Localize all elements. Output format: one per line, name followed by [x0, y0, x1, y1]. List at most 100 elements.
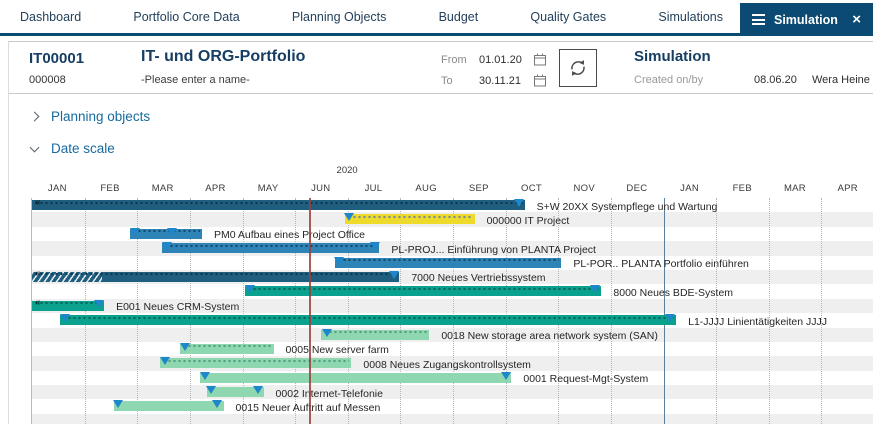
gantt-body: « S+W 20XX Systempflege und Wartung 000000…: [31, 198, 873, 424]
month-label: APR: [837, 183, 858, 194]
hatch-pattern: [32, 271, 102, 282]
dotted-pattern: [131, 229, 200, 234]
gantt-row: 0002 Internet-Telefonie: [32, 385, 873, 400]
refresh-button[interactable]: [559, 49, 597, 87]
month-grid-line: [821, 198, 823, 424]
gantt-bar-label: S+W 20XX Systempflege und Wartung: [536, 200, 718, 213]
gantt-bar[interactable]: «: [32, 297, 105, 311]
to-date-field[interactable]: 30.11.21: [479, 74, 522, 87]
gantt-row: L1-JJJJ Linientätigkeiten JJJJ: [32, 313, 873, 328]
gantt-bar-label: 0015 Neuer Auftritt auf Messen: [235, 401, 381, 414]
nav-item-dashboard[interactable]: Dashboard: [20, 9, 82, 24]
date-marker-icon[interactable]: [159, 357, 170, 366]
gantt-bar[interactable]: [179, 343, 274, 354]
menu-icon[interactable]: [752, 14, 765, 25]
nav-item-planning-objects[interactable]: Planning Objects: [291, 9, 387, 24]
calendar-icon[interactable]: [534, 74, 546, 87]
gantt-bar[interactable]: [199, 372, 512, 383]
date-marker-icon[interactable]: [664, 314, 675, 323]
gantt-bar-label: 0002 Internet-Telefonie: [275, 387, 383, 400]
continues-left-icon: «: [35, 297, 40, 309]
date-marker-icon[interactable]: [205, 386, 216, 395]
gantt-bar[interactable]: [321, 329, 430, 340]
portfolio-id: IT00001: [29, 50, 85, 67]
dotted-pattern: [323, 330, 428, 335]
date-marker-icon[interactable]: [500, 371, 511, 380]
month-grid-line: [558, 198, 560, 424]
gantt-bar[interactable]: [161, 243, 380, 254]
tab-simulation-active[interactable]: Simulation ×: [740, 3, 873, 36]
simulation-title: Simulation: [634, 48, 711, 65]
gantt-bar[interactable]: [129, 228, 202, 239]
nav-item-quality-gates[interactable]: Quality Gates: [530, 9, 607, 24]
date-marker-icon[interactable]: [334, 256, 345, 265]
dotted-pattern: [34, 301, 103, 306]
date-range-block: From 01.01.20 To 30.11.21: [441, 53, 546, 95]
gantt-row: « 7000 Neues Vertriebssystem: [32, 268, 873, 285]
date-marker-icon[interactable]: [321, 328, 332, 337]
gantt-bar-label: 7000 Neues Vertriebssystem: [411, 272, 546, 285]
main-content: IT00001 000008 IT- und ORG-Portfolio -Pl…: [8, 41, 873, 424]
dotted-pattern: [61, 315, 675, 320]
nav-tabs: Dashboard Portfolio Core Data Planning Obj…: [20, 0, 723, 33]
date-marker-icon[interactable]: [179, 342, 190, 351]
gantt-bar[interactable]: [206, 387, 264, 398]
gantt-bar[interactable]: «: [32, 268, 400, 282]
date-marker-icon[interactable]: [513, 199, 524, 207]
year-label: 2020: [336, 165, 358, 176]
portfolio-name-block: IT- und ORG-Portfolio -Please enter a na…: [141, 48, 305, 86]
gantt-bar[interactable]: [114, 401, 224, 412]
date-marker-icon[interactable]: [112, 400, 123, 409]
gantt-bar[interactable]: [244, 286, 602, 297]
gantt-bar[interactable]: «: [32, 198, 525, 210]
date-marker-icon[interactable]: [389, 270, 400, 279]
month-label: AUG: [415, 183, 437, 194]
chevron-down-icon: [29, 142, 40, 152]
gantt-row: 000000 IT Project: [32, 212, 873, 227]
date-marker-icon[interactable]: [370, 242, 381, 251]
nav-item-budget[interactable]: Budget: [438, 9, 479, 24]
portfolio-name-placeholder[interactable]: -Please enter a name-: [141, 74, 250, 86]
year-boundary-line: [663, 198, 665, 424]
gantt-row: 0008 Neues Zugangskontrollsystem: [32, 356, 873, 371]
from-label: From: [441, 53, 467, 66]
month-label: JAN: [47, 183, 67, 194]
gantt-row: 8000 Neues BDE-System: [32, 284, 873, 299]
created-by: Wera Heine: [812, 74, 870, 86]
date-marker-icon[interactable]: [161, 242, 172, 251]
date-marker-icon[interactable]: [199, 371, 210, 380]
gantt-bar[interactable]: [59, 315, 677, 326]
gantt-bar[interactable]: [334, 257, 562, 268]
nav-item-portfolio-core-data[interactable]: Portfolio Core Data: [133, 9, 240, 24]
date-marker-icon[interactable]: [166, 227, 177, 236]
date-marker-icon[interactable]: [93, 299, 104, 308]
gantt-bar-label: PM0 Aufbau eines Project Office: [213, 229, 365, 242]
from-date-field[interactable]: 01.01.20: [479, 53, 522, 66]
gantt-bar[interactable]: [159, 358, 352, 369]
month-label: JUN: [311, 183, 331, 194]
section-label: Date scale: [51, 141, 115, 156]
gantt-bar-label: 8000 Neues BDE-System: [613, 286, 734, 299]
calendar-icon[interactable]: [534, 53, 546, 66]
active-tab-label: Simulation: [774, 12, 838, 27]
section-planning-objects[interactable]: Planning objects: [29, 109, 873, 124]
section-date-scale[interactable]: Date scale: [29, 141, 873, 156]
date-marker-icon[interactable]: [129, 227, 140, 236]
nav-item-simulations[interactable]: Simulations: [658, 9, 723, 24]
refresh-icon: [571, 60, 585, 76]
portfolio-id-block: IT00001 000008: [29, 50, 84, 86]
close-icon[interactable]: ×: [852, 11, 861, 28]
date-marker-icon[interactable]: [253, 386, 264, 395]
gantt-row: « S+W 20XX Systempflege und Wartung: [32, 198, 873, 213]
month-grid-line: [400, 198, 402, 424]
date-marker-icon[interactable]: [244, 285, 255, 294]
gantt-bar[interactable]: [344, 214, 475, 225]
date-marker-icon[interactable]: [212, 400, 223, 409]
gantt-row: « E001 Neues CRM-System: [32, 297, 873, 313]
date-marker-icon[interactable]: [344, 213, 355, 222]
date-marker-icon[interactable]: [60, 314, 71, 323]
date-marker-icon[interactable]: [590, 285, 601, 294]
gantt-bar-label: 0005 New server farm: [285, 344, 389, 357]
portfolio-name: IT- und ORG-Portfolio: [141, 48, 306, 65]
created-date: 08.06.20: [754, 74, 797, 86]
